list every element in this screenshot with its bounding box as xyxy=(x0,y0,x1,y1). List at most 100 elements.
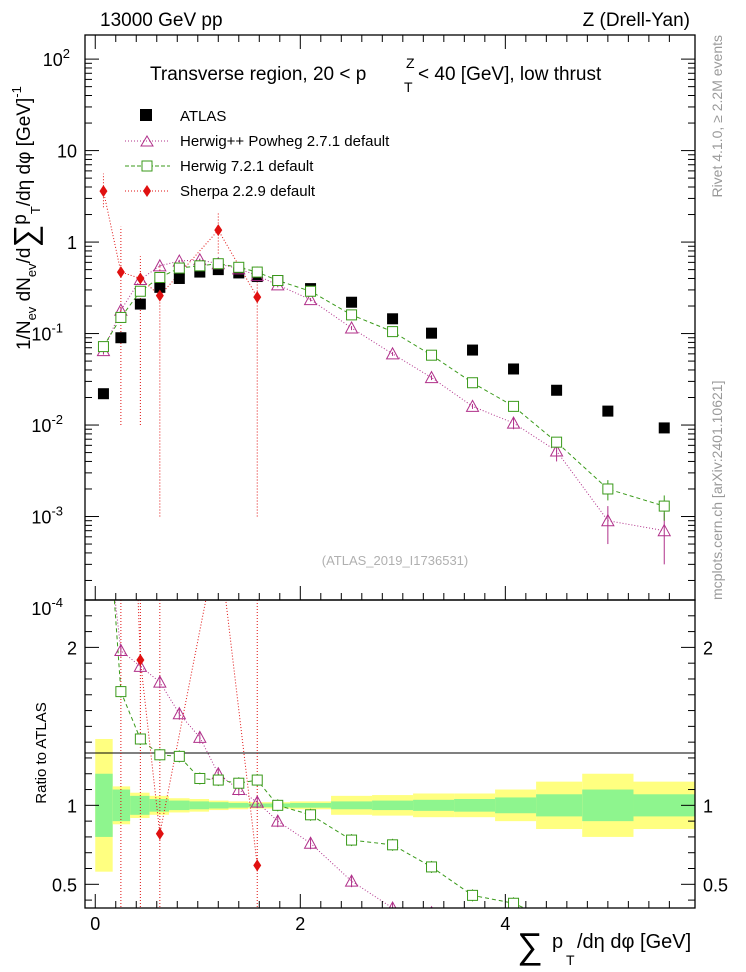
uncertainty-band-stat xyxy=(413,799,455,811)
ratio-point xyxy=(346,834,358,846)
ratio-y-tick-label: 1 xyxy=(67,796,77,816)
ylabel-part: dN xyxy=(14,277,35,307)
series-line-1 xyxy=(102,259,665,532)
ratio-point xyxy=(303,836,318,849)
header-right: Z (Drell-Yan) xyxy=(583,10,690,31)
title-rest: < 40 [GeV], low thrust xyxy=(418,64,602,85)
data-point xyxy=(214,224,223,237)
ratio-point xyxy=(552,917,562,927)
ratio-line-1 xyxy=(113,600,526,908)
x-axis-label: ∑ p T /dη dφ [GeV] xyxy=(517,925,691,968)
ratio-y-tick-label-right: 1 xyxy=(703,796,713,816)
data-point xyxy=(134,285,146,297)
mcplots-label: mcplots.cern.ch [arXiv:2401.10621] xyxy=(709,381,725,600)
data-point xyxy=(212,264,224,276)
legend-marker-sherpa xyxy=(143,185,151,197)
rivet-label: Rivet 4.1.0, ≥ 2.2M events xyxy=(709,35,725,198)
plot-title: Transverse region, 20 < p Z T < 40 [GeV]… xyxy=(150,55,602,95)
data-point xyxy=(173,262,185,274)
xlabel-sum: ∑ xyxy=(517,925,543,966)
legend-label: ATLAS xyxy=(180,108,226,125)
series-line-2 xyxy=(103,263,665,507)
ratio-point xyxy=(233,777,245,789)
ratio-point xyxy=(115,686,127,698)
ratio-point xyxy=(250,795,265,808)
ratio-y-tick-label-right: 0.5 xyxy=(703,875,728,895)
ratio-point xyxy=(134,733,146,745)
ratio-point xyxy=(114,643,128,657)
ratio-point xyxy=(194,772,206,784)
data-point xyxy=(346,309,358,321)
uncertainty-band-stat xyxy=(290,802,332,808)
title-sub: T xyxy=(404,79,413,95)
data-point xyxy=(194,266,206,278)
data-point xyxy=(657,523,672,537)
y-tick-label: 10-3 xyxy=(31,504,63,528)
ylabel-part: ev xyxy=(24,263,39,277)
uncertainty-band-stat xyxy=(209,802,229,809)
data-point xyxy=(212,258,224,270)
ratio-point xyxy=(152,675,167,688)
data-point xyxy=(467,377,479,389)
x-tick-label: 4 xyxy=(500,914,510,934)
data-point xyxy=(305,285,317,297)
ratio-frame xyxy=(84,599,696,909)
ratio-point xyxy=(192,730,207,743)
data-point xyxy=(549,443,564,457)
xlabel-part: p xyxy=(552,931,563,953)
uncertainty-band-stat xyxy=(130,795,150,815)
ratio-line-2 xyxy=(137,600,258,866)
data-point xyxy=(272,275,284,287)
legend-marker-atlas xyxy=(140,109,152,121)
ratio-point xyxy=(272,799,284,811)
data-point xyxy=(602,483,614,495)
ratio-point xyxy=(426,861,438,873)
data-point xyxy=(602,405,614,417)
legend-label: Sherpa 2.2.9 default xyxy=(180,183,316,200)
ratio-point xyxy=(231,782,246,796)
ratio-y-label: Ratio to ATLAS xyxy=(33,702,50,803)
uncertainty-band-stat xyxy=(495,797,537,814)
data-point xyxy=(173,272,185,284)
data-point xyxy=(387,326,399,338)
data-point xyxy=(601,513,615,527)
title-sup: Z xyxy=(406,55,415,71)
watermark: (ATLAS_2019_I1736531) xyxy=(322,553,468,568)
legend-marker-herwig7 xyxy=(141,160,153,172)
ratio-point xyxy=(214,531,222,543)
y-tick-label: 10-2 xyxy=(31,412,63,436)
data-point xyxy=(253,291,262,304)
uncertainty-band-stat xyxy=(149,799,170,812)
ratio-point xyxy=(97,491,109,502)
uncertainty-band-stat xyxy=(112,789,131,822)
main-panel: 102 10-1 10-2 10-3 10-4 10 1 (ATLAS_2019_I1736… xyxy=(7,34,696,619)
xlabel-sub: T xyxy=(566,952,575,968)
title-text: Transverse region, 20 < p xyxy=(150,64,366,85)
uncertainty-band-stat xyxy=(331,801,373,810)
data-point xyxy=(194,260,206,272)
x-tick-label: 2 xyxy=(295,914,305,934)
header-left: 13000 GeV pp xyxy=(100,10,223,31)
uncertainty-band-stat xyxy=(536,794,583,817)
y-tick-label: 1 xyxy=(67,233,77,253)
data-point xyxy=(658,422,670,434)
data-point xyxy=(154,281,166,293)
legend: ATLAS Herwig++ Powheg 2.7.1 default Herw… xyxy=(125,108,390,200)
ylabel-part: /dη dφ [GeV] xyxy=(14,98,35,206)
ratio-point xyxy=(270,814,285,827)
ylabel-part: p xyxy=(10,214,31,225)
data-point xyxy=(154,271,166,283)
data-point xyxy=(346,296,358,308)
ratio-point xyxy=(154,749,166,761)
data-point xyxy=(506,416,521,429)
ratio-point xyxy=(253,859,262,872)
y-tick-label: 102 xyxy=(43,46,70,70)
uncertainty-band-stat xyxy=(248,803,268,808)
uncertainty-band-stat xyxy=(372,800,414,811)
data-point xyxy=(97,388,109,400)
data-point xyxy=(115,311,127,323)
uncertainty-band-stat xyxy=(95,773,113,837)
ratio-point xyxy=(173,750,185,762)
y-tick-label: 10 xyxy=(57,142,77,162)
svg-text:1/Nev dNev/d∑pT/dη dφ [GeV]-1: 1/Nev dNev/d∑pT/dη dφ [GeV]-1 xyxy=(7,86,43,350)
